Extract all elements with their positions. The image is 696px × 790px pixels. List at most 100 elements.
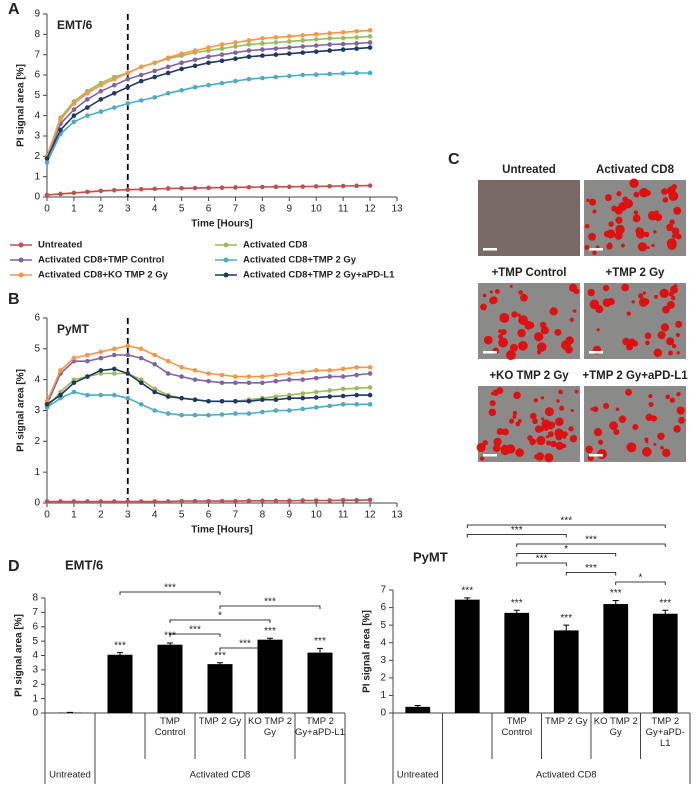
x-tick-label: TMP Control [492, 716, 542, 738]
point [179, 396, 184, 401]
category-box: KO TMP 2 Gy [245, 716, 295, 760]
x-tick-label: 8 [260, 204, 266, 215]
point [220, 46, 225, 51]
cell-signal [663, 197, 669, 203]
micrograph [478, 180, 580, 256]
point [314, 390, 319, 395]
point [300, 407, 305, 412]
point [193, 377, 198, 382]
point [206, 499, 211, 504]
point [233, 40, 238, 45]
comparison-label: * [639, 573, 643, 584]
cell-signal [627, 311, 631, 315]
point [72, 356, 77, 361]
legend-marker [19, 243, 24, 248]
point [274, 408, 279, 413]
point [125, 353, 130, 358]
point [368, 385, 373, 390]
point [260, 410, 265, 415]
point [314, 37, 319, 42]
cell-signal [541, 396, 544, 399]
point [206, 54, 211, 59]
point [85, 105, 90, 110]
chart-title: PyMT [413, 549, 448, 564]
point [152, 353, 157, 358]
bar [603, 604, 628, 713]
series-line [47, 392, 370, 415]
point [300, 33, 305, 38]
point [368, 371, 373, 376]
bar [554, 630, 579, 713]
x-tick-label: 1 [71, 204, 77, 215]
scale-bar [483, 351, 497, 354]
point [220, 81, 225, 86]
point [314, 395, 319, 400]
point [287, 499, 292, 504]
point [233, 374, 238, 379]
x-tick-label: TMP 2 Gy [195, 716, 245, 727]
point [341, 47, 346, 52]
comparison-label: * [218, 611, 222, 622]
cell-signal [548, 421, 555, 428]
cell-signal [628, 339, 636, 347]
point [260, 185, 265, 190]
series-line [47, 43, 370, 159]
point [139, 402, 144, 407]
y-tick-label: 6 [34, 70, 40, 81]
cell-signal [662, 449, 670, 457]
cell-signal [660, 446, 664, 450]
point [300, 50, 305, 55]
cell-signal [568, 426, 573, 431]
cell-signal [570, 318, 574, 322]
cell-signal [588, 289, 595, 296]
point [274, 40, 279, 45]
significance-label: *** [610, 588, 622, 599]
comparison-label: *** [164, 583, 176, 594]
point [58, 117, 63, 122]
cell-signal [497, 428, 504, 435]
category-box: TMP Control [492, 716, 542, 760]
cell-signal [638, 293, 643, 298]
cell-signal [676, 333, 680, 337]
cell-signal [515, 448, 524, 457]
cell-signal [647, 246, 650, 249]
point [152, 187, 157, 192]
x-tick-label: 0 [44, 510, 50, 521]
point [220, 185, 225, 190]
point [193, 499, 198, 504]
cell-signal [670, 397, 675, 402]
point [287, 371, 292, 376]
point [341, 184, 346, 189]
x-axis-label: Time [Hours] [191, 219, 253, 230]
significance-label: *** [659, 598, 671, 609]
y-tick-label: 6 [34, 313, 40, 324]
point [166, 71, 171, 76]
cell-signal [661, 323, 669, 331]
cell-signal [490, 400, 496, 406]
cell-signal [669, 191, 679, 201]
point [85, 91, 90, 96]
point [300, 44, 305, 49]
bar [158, 645, 183, 713]
x-tick-label: 2 [98, 510, 104, 521]
point [354, 29, 359, 34]
cell-signal [654, 216, 657, 219]
point [341, 402, 346, 407]
point [125, 71, 130, 76]
point [166, 359, 171, 364]
point [45, 499, 50, 504]
cell-signal [669, 219, 674, 224]
cell-signal [676, 392, 680, 396]
x-tick-label: 10 [311, 510, 323, 521]
x-tick-label: 13 [391, 510, 403, 521]
scale-bar [589, 248, 603, 251]
point [287, 45, 292, 50]
point [368, 40, 373, 45]
point [45, 402, 50, 407]
cell-signal [572, 435, 577, 440]
point [314, 43, 319, 48]
x-tick-label: 11 [338, 510, 349, 521]
cell-signal [489, 297, 496, 304]
cell-signal [509, 419, 514, 424]
cell-signal [658, 331, 666, 339]
